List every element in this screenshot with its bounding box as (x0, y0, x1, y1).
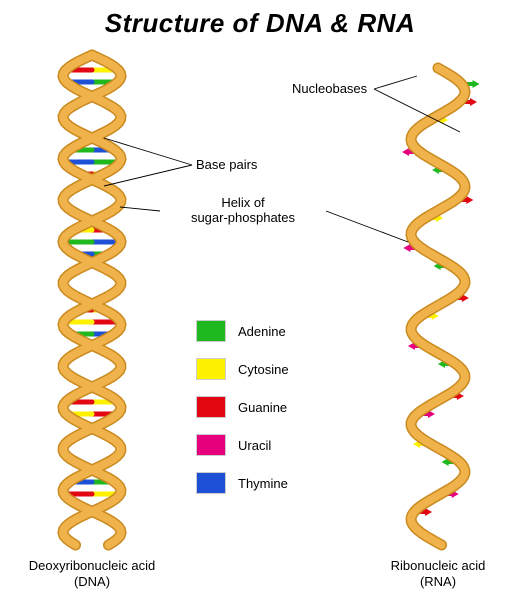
legend-label-guanine: Guanine (238, 400, 287, 415)
dna-label-line1: Deoxyribonucleic acid (29, 558, 155, 573)
rna-label-line1: Ribonucleic acid (391, 558, 486, 573)
legend-swatch-thymine (196, 472, 226, 494)
legend-row-uracil: Uracil (196, 426, 376, 464)
annotation-helix: Helix of sugar-phosphates (163, 196, 323, 226)
leader-line (374, 89, 460, 132)
leader-line (104, 165, 192, 186)
legend-row-thymine: Thymine (196, 464, 376, 502)
dna-label: Deoxyribonucleic acid (DNA) (22, 558, 162, 589)
leader-line (374, 76, 417, 89)
legend-label-cytosine: Cytosine (238, 362, 289, 377)
legend-swatch-adenine (196, 320, 226, 342)
leader-line (326, 211, 408, 242)
leader-line (104, 138, 192, 165)
rna-label-line2: (RNA) (420, 574, 456, 589)
annotation-helix-line1: Helix of (221, 195, 264, 210)
legend-label-adenine: Adenine (238, 324, 286, 339)
legend-swatch-uracil (196, 434, 226, 456)
annotation-nucleobases: Nucleobases (292, 82, 367, 97)
annotation-base-pairs: Base pairs (196, 158, 257, 173)
leader-line (120, 207, 160, 211)
annotation-helix-line2: sugar-phosphates (191, 210, 295, 225)
legend-row-adenine: Adenine (196, 312, 376, 350)
annotation-leaders (0, 0, 520, 601)
rna-label: Ribonucleic acid (RNA) (370, 558, 506, 589)
legend-row-cytosine: Cytosine (196, 350, 376, 388)
dna-label-line2: (DNA) (74, 574, 110, 589)
legend-label-uracil: Uracil (238, 438, 271, 453)
legend-swatch-cytosine (196, 358, 226, 380)
legend: Adenine Cytosine Guanine Uracil Thymine (196, 312, 376, 502)
legend-row-guanine: Guanine (196, 388, 376, 426)
legend-swatch-guanine (196, 396, 226, 418)
legend-label-thymine: Thymine (238, 476, 288, 491)
